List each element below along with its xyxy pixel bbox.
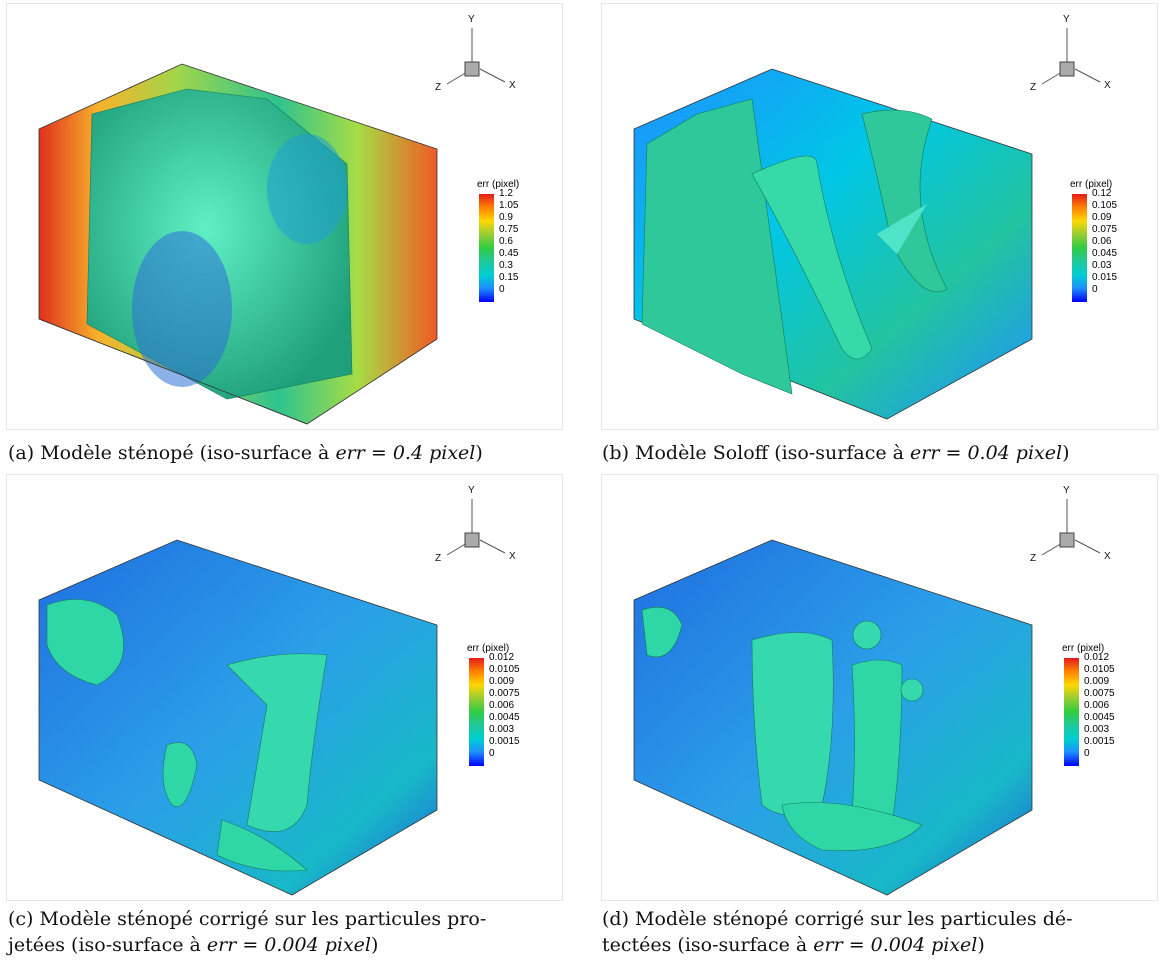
- legend-tick: 0.105: [1092, 200, 1118, 211]
- legend-tick: 0.0015: [489, 736, 520, 747]
- legend-tick: 0.009: [1084, 676, 1110, 687]
- legend-tick: 0.006: [1084, 700, 1110, 711]
- legend-tick: 0.03: [1092, 260, 1112, 271]
- back-wall: [633, 539, 1033, 896]
- plot-3d-c: [38, 539, 438, 896]
- legend-tick: 0.0045: [1084, 712, 1115, 723]
- colorbar: [479, 194, 494, 302]
- legend-title: err (pixel): [1062, 643, 1105, 654]
- back-wall: [38, 539, 438, 896]
- isosurface-hole: [132, 231, 232, 387]
- colorbar: [469, 658, 484, 766]
- legend-tick: 0.0105: [489, 664, 520, 675]
- axis-y-label: Y: [1063, 485, 1070, 496]
- legend-tick: 0.015: [1092, 272, 1118, 283]
- legend-tick: 0.06: [1092, 236, 1112, 247]
- axis-y-label: Y: [468, 485, 475, 496]
- legend-tick: 0.12: [1092, 188, 1112, 199]
- legend-title: err (pixel): [477, 179, 520, 190]
- axis-y-label: Y: [468, 14, 475, 25]
- caption-math: err = 0.004 pixel: [206, 934, 371, 956]
- isosurface-blob: [162, 742, 198, 807]
- legend-tick: 0.0105: [1084, 664, 1115, 675]
- isosurface-cone: [861, 109, 948, 293]
- caption-math: err = 0.04 pixel: [910, 442, 1063, 464]
- axis-triad: Y Z X: [1030, 14, 1111, 94]
- figure-panel-a: Y Z X err (pixel) 1.2 1.05 0.9 0.75 0.6 …: [6, 3, 563, 430]
- legend-tick: 0.75: [499, 224, 519, 235]
- caption-math: err = 0.004 pixel: [813, 934, 978, 956]
- axis-x-label: X: [1104, 80, 1111, 91]
- isosurface-blob: [851, 659, 903, 829]
- legend-tick: 0.9: [499, 212, 513, 223]
- legend-tick: 0.3: [499, 260, 513, 271]
- axis-triad: Y Z X: [435, 485, 516, 565]
- axis-z-label: Z: [1030, 553, 1037, 564]
- legend-tick: 0.003: [489, 724, 515, 735]
- legend-tick: 0: [499, 284, 505, 295]
- isosurface-tube: [751, 155, 873, 360]
- legend-tick: 0.0075: [489, 688, 520, 699]
- axis-y-label: Y: [1063, 14, 1070, 25]
- legend-tick: 0.003: [1084, 724, 1110, 735]
- axis-z-label: Z: [435, 553, 442, 564]
- legend-tick: 0.6: [499, 236, 513, 247]
- caption-a: (a) Modèle sténopé (iso-surface à err = …: [8, 442, 483, 464]
- colorbar: [1064, 658, 1079, 766]
- legend-tick: 0: [1092, 284, 1098, 295]
- figure-panel-c: Y Z X err (pixel) 0.012 0.0105 0.009 0.0…: [6, 474, 563, 901]
- colorbar: [1072, 194, 1087, 302]
- figure-panel-d: Y Z X err (pixel) 0.012 0.0105 0.009 0.0…: [601, 474, 1158, 901]
- legend-tick: 0: [489, 748, 495, 759]
- axis-triad: Y Z X: [435, 14, 516, 94]
- axis-x-label: X: [509, 551, 516, 562]
- isosurface-blob: [46, 599, 124, 686]
- legend-tick: 0.045: [1092, 248, 1118, 259]
- legend-tick: 0.012: [489, 652, 515, 663]
- legend-tick: 0.0015: [1084, 736, 1115, 747]
- figure-panel-b: Y Z X err (pixel) 0.12 0.105 0.09 0.075 …: [601, 3, 1158, 430]
- legend-tick: 0: [1084, 748, 1090, 759]
- plot-3d-b: [633, 68, 1033, 420]
- axis-z-label: Z: [435, 82, 442, 93]
- legend-tick: 0.006: [489, 700, 515, 711]
- isosurface-blob: [226, 653, 328, 832]
- legend-title: err (pixel): [467, 643, 510, 654]
- legend-tick: 0.09: [1092, 212, 1112, 223]
- plot-3d-a: [38, 63, 438, 425]
- legend-tick: 0.012: [1084, 652, 1110, 663]
- axis-z-label: Z: [1030, 82, 1037, 93]
- legend-tick: 1.2: [499, 188, 513, 199]
- caption-d: (d) Modèle sténopé corrigé sur les parti…: [602, 908, 1073, 956]
- legend-tick: 0.0075: [1084, 688, 1115, 699]
- legend-tick: 0.45: [499, 248, 519, 259]
- plot-3d-d: [633, 539, 1033, 896]
- caption-c: (c) Modèle sténopé corrigé sur les parti…: [8, 908, 487, 956]
- legend-title: err (pixel): [1070, 179, 1113, 190]
- legend-tick: 0.0045: [489, 712, 520, 723]
- legend-tick: 0.009: [489, 676, 515, 687]
- legend-tick: 0.15: [499, 272, 519, 283]
- axis-x-label: X: [1104, 551, 1111, 562]
- caption-b: (b) Modèle Soloff (iso-surface à err = 0…: [602, 442, 1070, 464]
- legend-tick: 1.05: [499, 200, 519, 211]
- axis-triad: Y Z X: [1030, 485, 1111, 565]
- axis-x-label: X: [509, 80, 516, 91]
- isosurface-blob: [751, 632, 834, 816]
- caption-math: err = 0.4 pixel: [335, 442, 476, 464]
- legend-tick: 0.075: [1092, 224, 1118, 235]
